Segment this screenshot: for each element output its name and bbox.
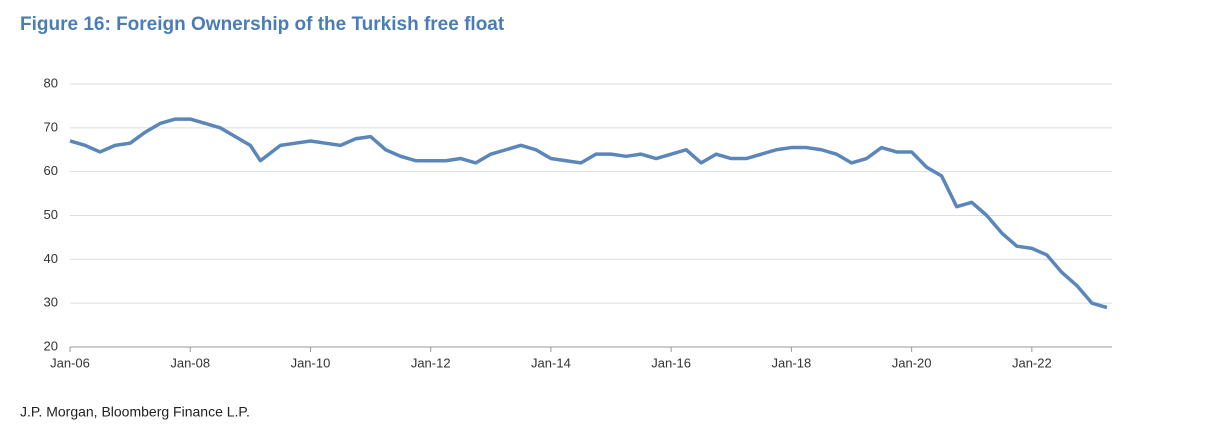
y-tick-label: 30 — [44, 295, 58, 310]
x-tick-label: Jan-12 — [411, 355, 451, 370]
x-tick-label: Jan-18 — [772, 355, 812, 370]
x-tick-label: Jan-22 — [1012, 355, 1052, 370]
x-tick-label: Jan-08 — [170, 355, 210, 370]
y-tick-label: 80 — [44, 75, 58, 90]
y-tick-label: 60 — [44, 163, 58, 178]
data-line — [69, 117, 1108, 310]
x-tick-label: Jan-16 — [651, 355, 691, 370]
x-tick-label: Jan-10 — [291, 355, 331, 370]
y-tick-label: 70 — [44, 119, 58, 134]
x-tick-label: Jan-06 — [50, 355, 90, 370]
y-tick-label: 40 — [44, 251, 58, 266]
x-tick-label: Jan-20 — [892, 355, 932, 370]
source: J.P. Morgan, Bloomberg Finance L.P. — [20, 404, 250, 420]
chart-title: Figure 16: Foreign Ownership of the Turk… — [20, 14, 505, 35]
y-tick-label: 20 — [44, 338, 58, 353]
y-tick-label: 50 — [44, 207, 58, 222]
x-tick-label: Jan-14 — [531, 355, 571, 370]
